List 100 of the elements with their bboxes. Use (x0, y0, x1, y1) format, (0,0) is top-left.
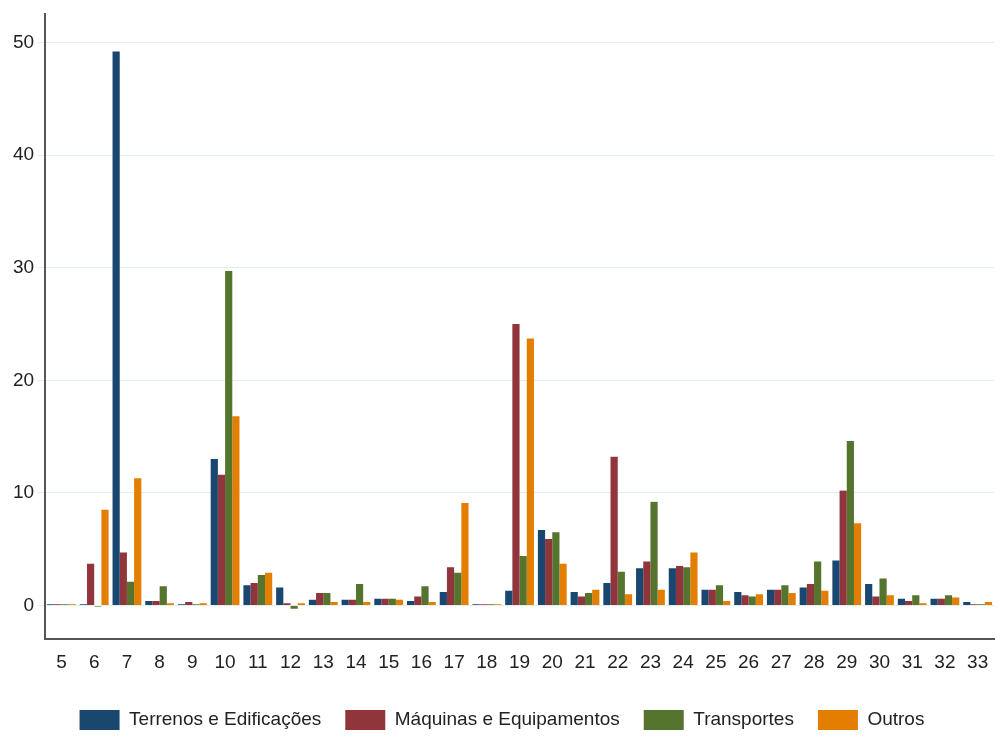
x-tick-label: 26 (738, 650, 760, 672)
bar (766, 589, 775, 605)
bar (355, 584, 364, 605)
x-tick-label: 8 (154, 650, 165, 672)
bar (832, 560, 840, 605)
bar (821, 590, 829, 605)
bar (723, 600, 731, 605)
bar (886, 595, 894, 605)
bar (512, 323, 520, 605)
bar (374, 598, 382, 605)
x-tick-label: 28 (803, 650, 825, 672)
bar (636, 568, 644, 605)
bar (545, 539, 553, 605)
x-tick-label: 17 (443, 650, 465, 672)
bar (308, 599, 317, 605)
legend-label: Terrenos e Edificações (129, 708, 322, 730)
x-tick-label: 9 (187, 650, 198, 672)
bar (755, 594, 763, 605)
bar (152, 600, 160, 605)
y-tick-label: 40 (12, 143, 35, 165)
y-tick-label: 10 (12, 481, 35, 503)
x-tick-label: 11 (247, 650, 268, 672)
bar (570, 591, 578, 605)
x-tick-label: 7 (121, 650, 133, 672)
x-tick-label: 21 (574, 650, 596, 672)
y-tick-label: 20 (12, 368, 35, 390)
bar (559, 563, 567, 605)
y-tick-label: 30 (12, 255, 35, 277)
bar (585, 593, 593, 605)
bar (112, 51, 120, 605)
bar (897, 598, 905, 605)
legend-label: Transportes (693, 708, 794, 730)
bar (119, 552, 127, 605)
bar (439, 591, 447, 605)
bar (388, 598, 396, 605)
bar (225, 271, 233, 605)
bar (741, 595, 749, 605)
bar (963, 602, 971, 605)
bar (381, 598, 389, 605)
bar (145, 600, 153, 605)
bar (839, 490, 847, 605)
bar (853, 523, 862, 605)
x-tick-label: 25 (705, 650, 727, 672)
bar (210, 459, 218, 605)
bar (217, 474, 226, 605)
bar (330, 602, 338, 605)
bar (984, 602, 993, 605)
bar (675, 566, 684, 605)
y-tick-label: 0 (23, 593, 35, 615)
x-tick-label: 24 (672, 650, 695, 672)
x-tick-label: 12 (279, 650, 302, 672)
x-tick-label: 20 (541, 650, 563, 672)
bar (407, 600, 415, 605)
x-tick-label: 30 (868, 650, 891, 672)
x-tick-label: 5 (56, 650, 67, 672)
bar (610, 456, 618, 605)
bar (657, 589, 665, 605)
bar (316, 593, 324, 605)
bar (446, 567, 455, 605)
legend-label: Máquinas e Equipamentos (394, 708, 620, 730)
x-tick-label: 32 (934, 650, 956, 672)
x-tick-label: 10 (214, 650, 236, 672)
bar (363, 602, 371, 605)
bar (134, 478, 142, 605)
bar (537, 530, 546, 605)
bar (937, 598, 945, 605)
bar (454, 572, 462, 605)
x-tick-label: 29 (836, 650, 858, 672)
bar (414, 596, 422, 605)
bar (276, 587, 284, 605)
bar (603, 582, 611, 605)
bar (126, 581, 135, 605)
bar (872, 596, 880, 605)
x-tick-label: 16 (410, 650, 432, 672)
bar (624, 594, 633, 605)
bar (668, 568, 676, 605)
x-tick-label: 18 (476, 650, 498, 672)
bar (774, 589, 782, 605)
bar (683, 567, 691, 605)
bar (592, 589, 600, 605)
x-tick-label: 19 (509, 650, 531, 672)
bar (250, 582, 258, 605)
x-tick-label: 23 (639, 650, 662, 672)
bar (944, 595, 953, 605)
bar (708, 589, 716, 605)
legend-label: Outros (867, 708, 925, 730)
bar (552, 532, 560, 605)
bar (185, 602, 193, 605)
bar (323, 593, 331, 605)
bar (806, 584, 815, 605)
x-tick-label: 15 (378, 650, 400, 672)
bar (701, 589, 709, 605)
bar (243, 585, 251, 605)
x-tick-label: 31 (901, 650, 923, 672)
x-tick-label: 14 (345, 650, 367, 672)
bar (101, 509, 109, 605)
bar (715, 585, 724, 605)
bar (577, 596, 586, 605)
bar (690, 552, 698, 605)
bar (905, 600, 913, 605)
